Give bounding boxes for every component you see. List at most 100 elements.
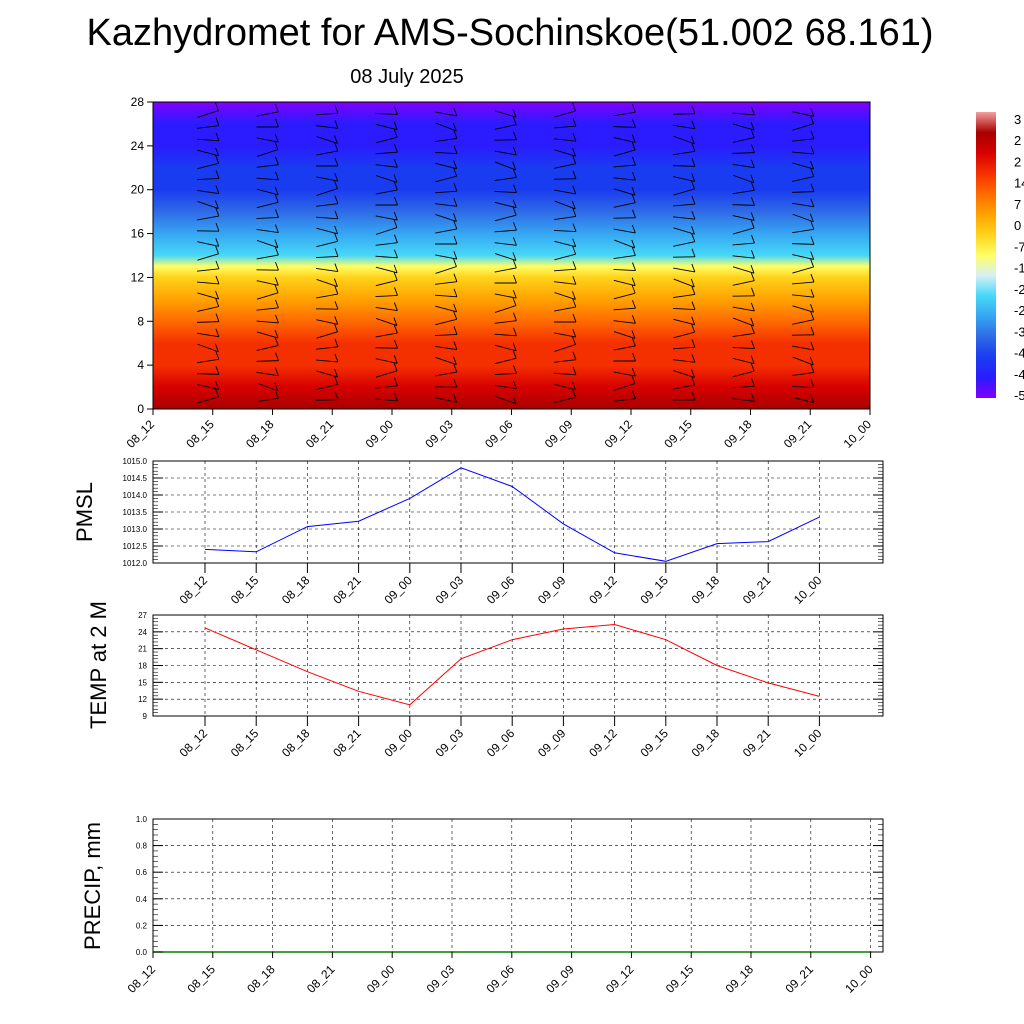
wind-barb-flag bbox=[334, 105, 339, 114]
wind-barb-flag bbox=[453, 160, 458, 169]
wind-barb-flag bbox=[334, 233, 339, 242]
wind-barb-flag bbox=[631, 187, 636, 196]
wind-barb-flag bbox=[512, 289, 517, 299]
wind-barb-flag bbox=[810, 183, 815, 192]
wind-barb-flag bbox=[632, 171, 636, 181]
wind-barb bbox=[733, 174, 754, 184]
wind-barb bbox=[791, 385, 815, 389]
wind-barb bbox=[315, 255, 339, 259]
wind-barb bbox=[554, 110, 576, 118]
wind-barb bbox=[791, 191, 815, 193]
wind-barb-flag bbox=[750, 129, 755, 138]
wind-barb bbox=[673, 278, 695, 288]
temp-xtick-label: 09_21 bbox=[740, 726, 774, 760]
wind-barb-flag bbox=[334, 301, 339, 310]
wind-barb-flag bbox=[750, 265, 755, 274]
wind-barb bbox=[732, 370, 755, 378]
pmsl-ytick-label: 1012.0 bbox=[123, 559, 148, 568]
wind-barb-flag bbox=[572, 313, 577, 323]
wind-barb bbox=[375, 112, 398, 116]
wind-barb bbox=[494, 190, 517, 194]
wind-barb bbox=[375, 255, 398, 259]
wind-barb bbox=[672, 307, 696, 311]
temp-ytick-label: 12 bbox=[138, 695, 147, 704]
wind-barb-flag bbox=[214, 343, 219, 352]
wind-barb-flag bbox=[691, 105, 696, 114]
wind-barb bbox=[435, 122, 457, 132]
wind-barb-flag bbox=[394, 196, 398, 206]
wind-barb-flag bbox=[274, 224, 279, 233]
profile-ytick-label: 20 bbox=[131, 183, 145, 197]
wind-barb bbox=[375, 398, 398, 402]
wind-barb bbox=[375, 189, 398, 195]
wind-barb bbox=[732, 227, 755, 235]
temp-ytick-label: 21 bbox=[138, 645, 147, 654]
wind-barb-flag bbox=[334, 225, 339, 235]
wind-barb-flag bbox=[274, 246, 279, 256]
wind-barb bbox=[553, 268, 577, 272]
wind-barb bbox=[732, 137, 755, 143]
wind-barb-flag bbox=[275, 209, 279, 218]
wind-barb bbox=[197, 241, 219, 247]
wind-barb bbox=[673, 176, 695, 182]
wind-barb bbox=[434, 294, 458, 298]
profile-xtick-label: 09_06 bbox=[482, 417, 516, 451]
wind-barb-flag bbox=[333, 278, 338, 287]
wind-barb bbox=[613, 188, 636, 196]
wind-barb-flag bbox=[215, 328, 220, 337]
wind-barb-flag bbox=[274, 390, 279, 399]
wind-barb-flag bbox=[572, 291, 576, 300]
wind-barb-flag bbox=[632, 209, 636, 218]
wind-barb-flag bbox=[810, 379, 815, 388]
wind-barb-flag bbox=[512, 259, 517, 269]
pmsl-xtick-label: 09_21 bbox=[740, 573, 774, 607]
wind-barb bbox=[613, 137, 636, 143]
precip-xtick-label: 09_09 bbox=[543, 962, 577, 996]
wind-barb-flag bbox=[810, 311, 815, 320]
wind-barb bbox=[554, 240, 576, 248]
wind-barb bbox=[792, 123, 814, 131]
wind-barb-flag bbox=[691, 195, 696, 205]
wind-barb-flag bbox=[631, 239, 636, 249]
wind-barb bbox=[316, 203, 338, 207]
wind-barb bbox=[613, 177, 636, 181]
wind-barb bbox=[434, 151, 458, 155]
wind-barb-flag bbox=[572, 245, 577, 255]
wind-barb bbox=[256, 149, 279, 157]
pmsl-xtick-label: 09_03 bbox=[433, 573, 467, 607]
wind-barb-flag bbox=[631, 224, 636, 234]
colorbar-label: -4 bbox=[1014, 346, 1024, 361]
wind-barb-flag bbox=[275, 171, 279, 180]
pmsl-panel: 1012.0 1012.5 1013.0 1013.5 1014.0 1014.5 1015… bbox=[72, 457, 884, 607]
wind-barb-flag bbox=[691, 248, 696, 257]
wind-barb-flag bbox=[334, 142, 339, 152]
temp-axes: 9 12 15 18 21 24 27 08_12 08_15 08_18 08_21 09_00 09… bbox=[138, 611, 883, 760]
wind-barb bbox=[256, 371, 279, 377]
wind-barb bbox=[197, 306, 219, 312]
wind-barb-flag bbox=[512, 116, 517, 125]
pmsl-ytick-label: 1014.0 bbox=[123, 491, 148, 500]
wind-barb bbox=[494, 124, 517, 130]
wind-barb bbox=[494, 357, 517, 365]
wind-barb bbox=[494, 333, 517, 337]
wind-barb-flag bbox=[512, 161, 517, 171]
precip-xtick-label: 09_00 bbox=[364, 962, 398, 996]
wind-barb-flag bbox=[750, 182, 755, 191]
wind-barb-flag bbox=[334, 316, 339, 325]
temp-ytick-label: 27 bbox=[138, 611, 147, 620]
wind-barb-flag bbox=[512, 342, 517, 352]
pmsl-ytick-label: 1013.0 bbox=[123, 525, 148, 534]
wind-barb-flag bbox=[275, 299, 279, 309]
wind-barb-flag bbox=[274, 382, 279, 391]
wind-barb bbox=[613, 126, 636, 128]
temp-xtick-label: 08_21 bbox=[330, 726, 364, 760]
wind-barb bbox=[196, 321, 220, 323]
wind-barb bbox=[672, 113, 696, 115]
wind-barb bbox=[375, 151, 398, 155]
wind-barb bbox=[375, 266, 398, 274]
temp-grid bbox=[153, 615, 883, 716]
wind-barb-flag bbox=[513, 365, 517, 374]
wind-barb-flag bbox=[512, 252, 517, 261]
wind-barb-flag bbox=[810, 364, 815, 373]
wind-barb-flag bbox=[810, 115, 814, 124]
